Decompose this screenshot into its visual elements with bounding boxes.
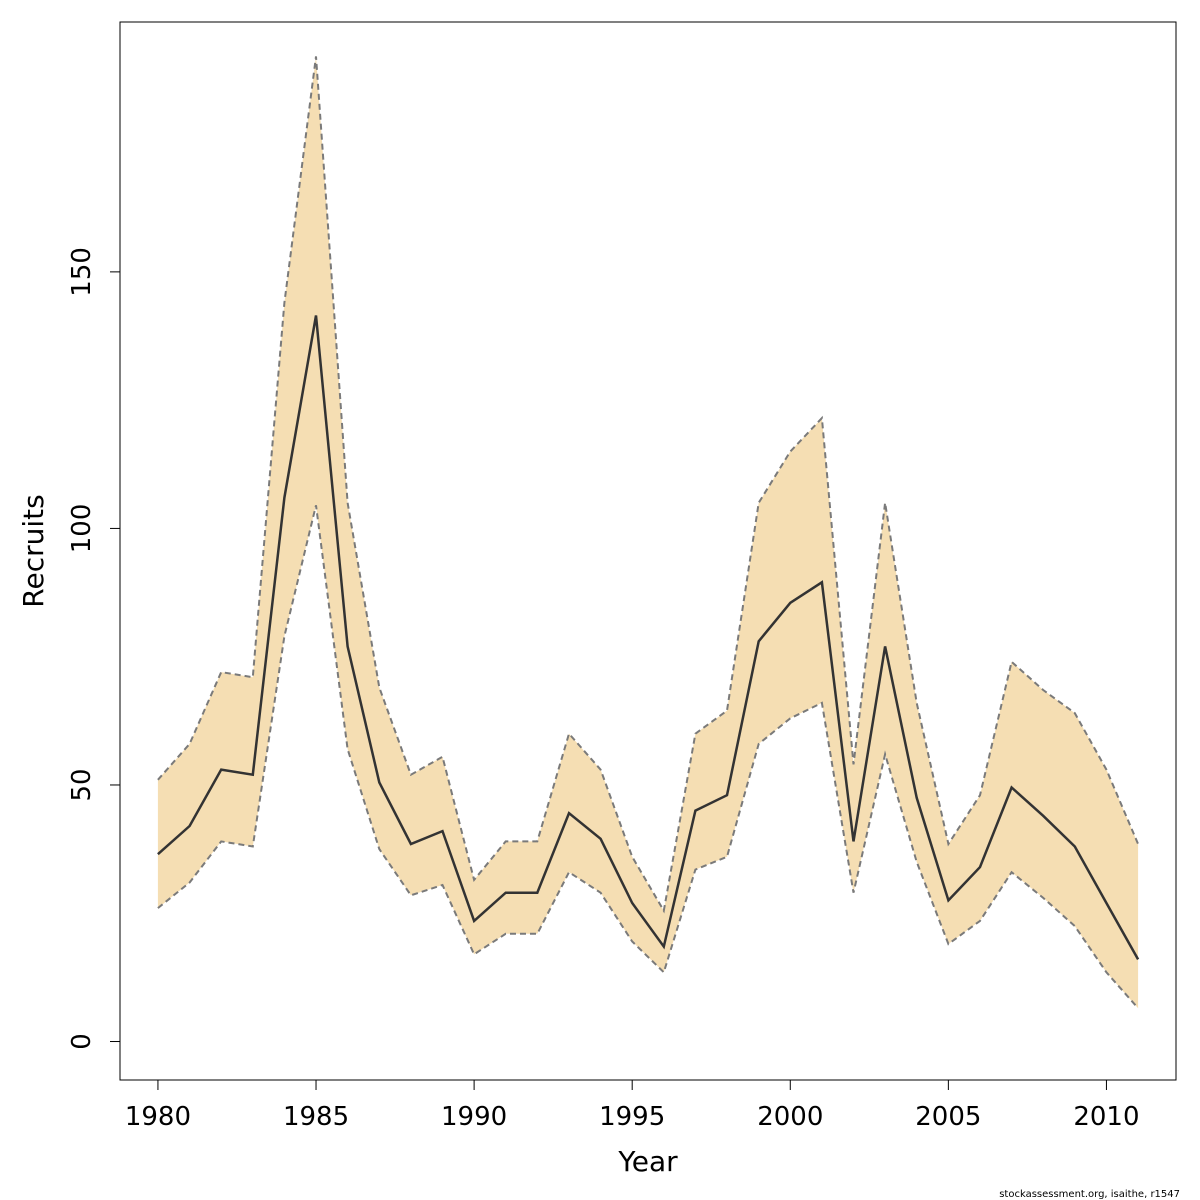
y-tick-label-100: 100 (67, 504, 97, 554)
x-tick-label-2005: 2005 (915, 1102, 981, 1132)
y-tick-label-150: 150 (67, 247, 97, 297)
estimate-line (157, 315, 1140, 961)
x-tick-label-1990: 1990 (441, 1102, 507, 1132)
x-tick-label-1985: 1985 (283, 1102, 349, 1132)
x-axis: 1980 1985 1990 1995 2000 2005 2010 (125, 1079, 1140, 1132)
x-tick-label-1995: 1995 (599, 1102, 665, 1132)
lower-bound-line (157, 505, 1139, 1009)
y-tick-label-0: 0 (67, 1033, 97, 1050)
confidence-band (157, 56, 1139, 1009)
x-axis-title: Year (617, 1145, 678, 1178)
y-tick-label-50: 50 (67, 768, 97, 801)
footer-credit: stockassessment.org, isaithe, r1547 (999, 1189, 1180, 1200)
y-axis: 0 50 100 150 (67, 247, 121, 1050)
upper-bound-line (157, 56, 1140, 914)
x-tick-label-1980: 1980 (125, 1102, 191, 1132)
x-tick-label-2000: 2000 (757, 1102, 823, 1132)
x-tick-label-2010: 2010 (1073, 1102, 1139, 1132)
y-axis-title: Recruits (17, 494, 50, 607)
